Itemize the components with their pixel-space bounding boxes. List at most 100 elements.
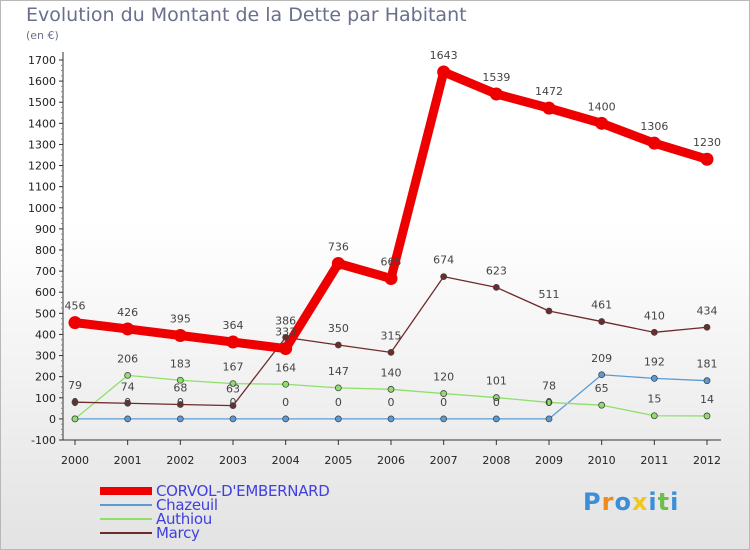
data-label: 15 <box>647 393 661 406</box>
x-tick-label: 2011 <box>640 454 668 467</box>
x-tick-label: 2012 <box>693 454 721 467</box>
data-point <box>173 329 187 342</box>
data-label: 147 <box>328 365 349 378</box>
data-label: 1472 <box>535 85 563 98</box>
data-label: 101 <box>486 375 507 388</box>
data-label: 0 <box>124 396 131 409</box>
y-tick-label: 900 <box>35 223 56 236</box>
data-label: 0 <box>388 396 395 409</box>
data-label: 79 <box>68 379 82 392</box>
data-point <box>71 398 79 406</box>
data-label: 0 <box>282 396 289 409</box>
data-point <box>542 101 556 115</box>
x-tick-label: 2007 <box>430 454 458 467</box>
data-label: 14 <box>700 393 714 406</box>
data-point <box>331 257 345 271</box>
data-point <box>334 341 342 349</box>
y-tick-label: 1000 <box>28 202 56 215</box>
data-point <box>71 415 79 423</box>
data-point <box>124 371 132 379</box>
x-tick-label: 2000 <box>61 454 89 467</box>
y-tick-label: 1400 <box>28 117 56 130</box>
data-point <box>703 377 711 385</box>
data-label: 0 <box>493 396 500 409</box>
data-label: 1539 <box>482 71 510 84</box>
data-point <box>282 333 290 341</box>
data-point <box>68 316 82 330</box>
x-tick-label: 2010 <box>588 454 616 467</box>
data-label: 333 <box>275 326 296 339</box>
data-point <box>598 318 606 325</box>
x-tick-label: 2002 <box>166 454 194 467</box>
data-point <box>598 401 606 409</box>
data-point <box>700 152 714 166</box>
data-label: 1306 <box>640 120 668 133</box>
data-point <box>492 283 500 291</box>
data-label: 65 <box>595 382 609 395</box>
data-label: 206 <box>117 352 138 365</box>
legend-label: Marcy <box>156 524 200 542</box>
data-point <box>387 348 395 356</box>
x-tick-label: 2003 <box>219 454 247 467</box>
data-label: 395 <box>170 313 191 326</box>
data-point <box>229 415 237 423</box>
data-label: 315 <box>381 329 402 342</box>
y-tick-label: 200 <box>35 371 56 384</box>
y-tick-label: 100 <box>35 392 56 405</box>
data-point <box>282 415 290 423</box>
data-point <box>650 374 658 382</box>
data-point <box>226 335 240 349</box>
legend-label: Chazeuil <box>156 496 218 514</box>
data-label: 456 <box>65 300 86 313</box>
data-point <box>334 384 342 392</box>
y-tick-label: 500 <box>35 307 56 320</box>
data-point <box>595 116 609 130</box>
y-tick-label: -100 <box>31 434 56 447</box>
y-tick-label: 1200 <box>28 160 56 173</box>
data-point <box>650 412 658 420</box>
data-label: 192 <box>644 355 665 368</box>
data-label: 0 <box>546 396 553 409</box>
data-point <box>334 415 342 423</box>
y-tick-label: 700 <box>35 265 56 278</box>
data-point <box>437 65 451 79</box>
data-label: 167 <box>223 361 244 374</box>
data-point <box>545 307 553 315</box>
y-tick-label: 600 <box>35 286 56 299</box>
data-label: 0 <box>72 396 79 409</box>
data-label: 181 <box>697 358 718 371</box>
data-label: 1230 <box>693 136 721 149</box>
y-tick-label: 1100 <box>28 181 56 194</box>
data-label: 426 <box>117 306 138 319</box>
series-line-0 <box>70 67 712 354</box>
data-point <box>703 412 711 420</box>
data-label: 183 <box>170 357 191 370</box>
x-tick-label: 2008 <box>482 454 510 467</box>
data-label: 386 <box>275 314 296 327</box>
data-point <box>176 401 184 408</box>
legend-swatch <box>100 504 152 506</box>
data-point <box>492 415 500 423</box>
y-tick-label: 1500 <box>28 96 56 109</box>
data-label: 665 <box>381 256 402 269</box>
data-point <box>121 322 135 336</box>
data-point <box>598 371 606 379</box>
data-point <box>229 402 237 409</box>
data-point <box>387 415 395 423</box>
y-tick-label: 1600 <box>28 75 56 88</box>
data-point <box>176 376 184 384</box>
x-tick-label: 2006 <box>377 454 405 467</box>
data-label: 140 <box>381 366 402 379</box>
data-label: 0 <box>177 396 184 409</box>
data-point <box>545 415 553 423</box>
data-label: 164 <box>275 361 296 374</box>
data-point <box>703 323 711 331</box>
data-label: 410 <box>644 309 665 322</box>
chart-title: Evolution du Montant de la Dette par Hab… <box>26 4 467 26</box>
data-point <box>176 415 184 423</box>
data-point <box>124 415 132 423</box>
data-label: 63 <box>226 383 240 396</box>
data-label: 350 <box>328 322 349 335</box>
data-label: 78 <box>542 379 556 392</box>
